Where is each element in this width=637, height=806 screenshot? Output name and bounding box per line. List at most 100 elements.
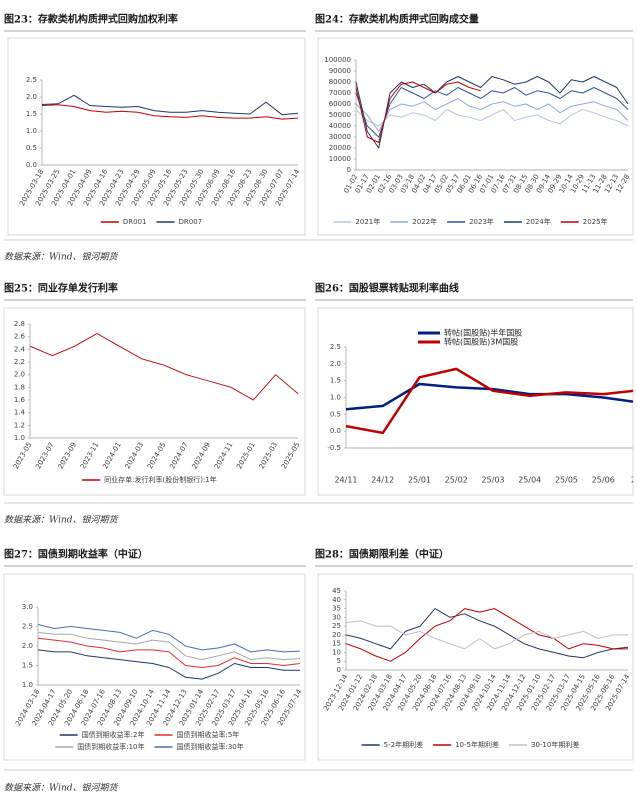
y-tick-label: 5 xyxy=(337,657,341,665)
x-tick-label: 25/06 xyxy=(592,476,615,485)
y-tick-label: 80000 xyxy=(329,78,351,86)
y-tick-label: 0 xyxy=(337,666,341,674)
y-tick-label: 0.5 xyxy=(330,410,341,418)
plot: 0510152025303540452023-12-142024-01-1220… xyxy=(322,587,632,712)
legend-label: 国债到期收益率:10年 xyxy=(77,742,144,751)
y-tick-label: 1.0 xyxy=(330,394,341,402)
y-tick-label: 0.0 xyxy=(330,427,341,435)
y-tick-label: 1.5 xyxy=(330,377,341,385)
plot: 0.00.51.01.52.02.52025-03-182025-03-2520… xyxy=(18,76,302,207)
y-tick-label: 2.0 xyxy=(330,360,341,368)
y-tick-label: 15 xyxy=(332,640,341,648)
x-tick-label: 2025-03 xyxy=(258,441,280,470)
y-tick-label: 2.0 xyxy=(22,642,33,650)
x-tick-label: 2024-03 xyxy=(124,441,146,470)
series-line xyxy=(29,333,299,401)
series-line xyxy=(41,104,299,120)
legend-label: DR001 xyxy=(123,218,147,226)
x-tick-label: 2023-07 xyxy=(34,441,56,470)
legend-label: 30-10年期利差 xyxy=(531,740,579,749)
y-tick-label: 90000 xyxy=(329,67,351,75)
legend-label: 5-2年期利差 xyxy=(384,740,423,749)
y-tick-label: 3.0 xyxy=(22,603,33,611)
y-tick-label: 1.8 xyxy=(14,383,25,391)
x-tick-label: 25/01 xyxy=(408,476,431,485)
figure-title: 图28：国债期限利差（中证） xyxy=(315,548,449,561)
frames xyxy=(4,30,633,771)
x-tick-label: 2023-11 xyxy=(79,441,101,470)
x-tick-label: 24/11 xyxy=(334,476,357,485)
y-tick-label: 2.2 xyxy=(14,358,25,366)
y-tick-label: 50000 xyxy=(329,111,351,119)
series-line xyxy=(41,94,299,116)
x-tick-label: 2024-07 xyxy=(168,441,190,470)
figure-title: 图27：国债到期收益率（中证） xyxy=(4,548,148,561)
y-tick-label: 1.0 xyxy=(22,681,33,689)
series-line xyxy=(37,649,300,680)
y-tick-label: 20 xyxy=(332,631,341,639)
series-line xyxy=(355,109,629,127)
y-tick-label: 0.0 xyxy=(26,161,37,169)
y-tick-label: 40000 xyxy=(329,122,351,130)
y-tick-label: 0 xyxy=(347,166,351,174)
y-tick-label: 35 xyxy=(332,605,341,613)
figure-title: 图26：国股银票转贴现利率曲线 xyxy=(315,282,459,295)
x-tick-label: 2025-05 xyxy=(280,441,302,470)
x-tick-label: 25/04 xyxy=(518,476,541,485)
series-line xyxy=(37,624,301,653)
legend-label: 2022年 xyxy=(412,217,437,226)
x-tick-label: 2024-09 xyxy=(191,441,213,470)
legend-label: 国债到期收益率:5年 xyxy=(177,730,240,739)
x-tick-label: 2023-05 xyxy=(12,441,34,470)
y-tick-label: 2.0 xyxy=(14,371,25,379)
series-line xyxy=(345,608,629,659)
y-tick-label: 70000 xyxy=(329,89,351,97)
x-tick-label: 2024-05 xyxy=(146,441,168,470)
series-line xyxy=(355,87,629,138)
x-tick-label: 25/02 xyxy=(445,476,468,485)
legend-label: 同业存单:发行利率(股份制银行):1年 xyxy=(104,475,217,484)
y-tick-label: 2.6 xyxy=(14,333,26,341)
legend-label: 10-5年期利差 xyxy=(455,740,499,749)
x-tick-label: 2025-01 xyxy=(235,441,257,470)
legend-label: 转帖(国股贴)3M国股 xyxy=(444,337,518,347)
y-tick-label: 2.4 xyxy=(14,345,26,353)
legend-label: DR007 xyxy=(179,218,203,226)
series-line xyxy=(345,367,633,435)
source-note: 数据来源：Wind、银河期货 xyxy=(4,515,120,526)
x-tick-label: 25/03 xyxy=(481,476,504,485)
series-line xyxy=(355,76,629,149)
series-line xyxy=(345,620,628,650)
figure-title: 图23：存款类机构质押式回购加权利率 xyxy=(4,13,178,26)
series-line xyxy=(345,608,628,662)
series-line xyxy=(37,637,301,668)
legend-label: 2024年 xyxy=(526,217,551,226)
y-tick-label: 30000 xyxy=(329,133,351,141)
y-tick-label: 1.0 xyxy=(26,127,37,135)
legend-label: 转帖(国股贴)半年国股 xyxy=(444,328,522,338)
chart-frame xyxy=(317,37,634,236)
series-line xyxy=(37,631,301,661)
y-tick-label: 10000 xyxy=(329,155,351,163)
legend-label: 2023年 xyxy=(469,217,494,226)
y-tick-label: 10 xyxy=(332,648,341,656)
series-line xyxy=(345,382,633,411)
y-tick-label: 1.4 xyxy=(14,409,26,417)
y-tick-label: 1.0 xyxy=(14,434,25,442)
y-tick-label: 2.5 xyxy=(26,76,37,84)
y-tick-label: 60000 xyxy=(329,100,351,108)
y-tick-label: 30 xyxy=(332,613,341,621)
y-tick-label: 1.5 xyxy=(22,662,33,670)
y-tick-label: 2.5 xyxy=(330,343,341,351)
legend-label: 国债到期收益率:2年 xyxy=(82,730,145,739)
plot: 0 10000 20000 30000 40000 50000 60000 70000 8000… xyxy=(324,56,631,195)
y-tick-label: 2.0 xyxy=(26,93,37,101)
y-tick-label: 1.6 xyxy=(14,396,26,404)
y-tick-label: 2.5 xyxy=(22,623,33,631)
y-tick-label: 20000 xyxy=(329,144,351,152)
y-tick-label: -0.5 xyxy=(327,444,341,452)
x-tick-label: 2024-01 xyxy=(101,441,123,470)
legend-label: 2025年 xyxy=(583,217,608,226)
